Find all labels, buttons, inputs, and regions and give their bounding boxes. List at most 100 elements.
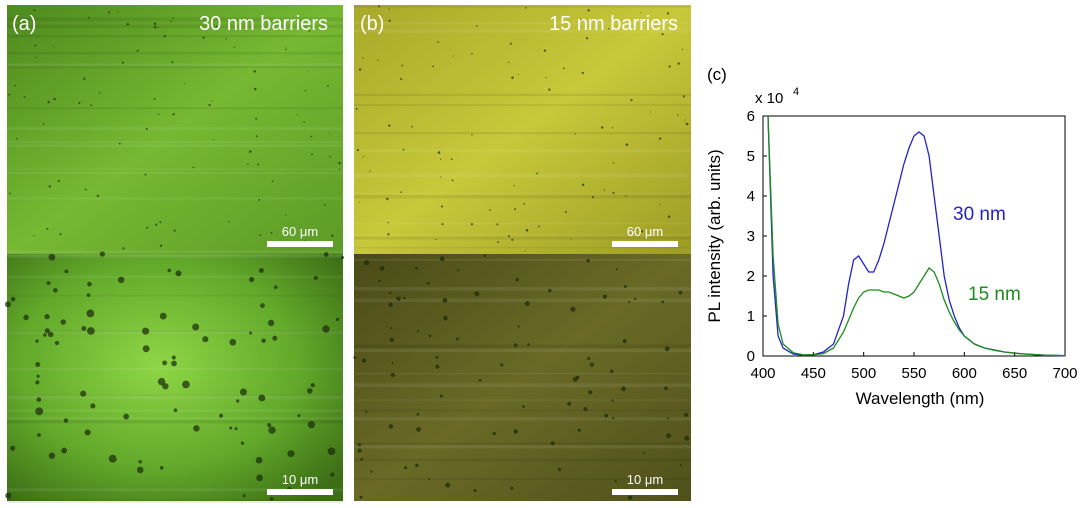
stripe bbox=[7, 127, 343, 130]
defect bbox=[432, 66, 434, 68]
defect bbox=[630, 99, 632, 101]
stripe bbox=[354, 373, 691, 374]
defect bbox=[324, 204, 326, 206]
defect bbox=[228, 221, 229, 222]
defect bbox=[81, 326, 86, 331]
stripe bbox=[354, 247, 691, 248]
defect bbox=[162, 360, 167, 365]
defect bbox=[78, 102, 80, 104]
defect bbox=[258, 199, 260, 201]
defect bbox=[378, 280, 381, 283]
stripe bbox=[7, 255, 343, 258]
defect bbox=[90, 403, 95, 408]
defect bbox=[341, 256, 344, 259]
x-axis-label: Wavelength (nm) bbox=[856, 389, 985, 408]
defect bbox=[563, 68, 565, 70]
defect bbox=[159, 221, 161, 223]
defect bbox=[623, 339, 627, 343]
defect bbox=[174, 408, 178, 412]
defect bbox=[160, 466, 164, 470]
stripe bbox=[7, 295, 343, 296]
defect bbox=[37, 375, 40, 378]
defect bbox=[360, 458, 363, 461]
defect bbox=[416, 427, 421, 432]
defect bbox=[659, 137, 661, 139]
defect bbox=[85, 429, 91, 435]
scale-bar-label: 60 μm bbox=[282, 224, 318, 239]
line bbox=[768, 116, 1065, 356]
defect bbox=[403, 149, 405, 151]
defect bbox=[510, 43, 512, 45]
defect bbox=[356, 108, 358, 110]
defect bbox=[612, 417, 614, 419]
defect bbox=[369, 171, 370, 172]
defect bbox=[428, 478, 430, 480]
y-tick-label: 5 bbox=[747, 148, 755, 165]
defect bbox=[615, 480, 617, 482]
defect bbox=[127, 23, 129, 25]
stripe bbox=[354, 459, 691, 462]
defect bbox=[592, 196, 594, 198]
defect bbox=[588, 390, 592, 394]
scale-bar bbox=[612, 489, 678, 495]
defect bbox=[49, 185, 51, 187]
defect bbox=[100, 251, 105, 256]
stripe bbox=[354, 399, 691, 400]
y-multiplier-exponent: 4 bbox=[793, 86, 799, 98]
y-tick-label: 2 bbox=[747, 268, 755, 285]
stripe bbox=[354, 104, 691, 106]
defect bbox=[514, 343, 518, 347]
stripe bbox=[7, 276, 343, 278]
defect bbox=[590, 362, 594, 366]
defect bbox=[476, 25, 478, 27]
stripe bbox=[354, 443, 691, 445]
defect bbox=[452, 180, 454, 182]
defect bbox=[171, 61, 173, 63]
defect bbox=[9, 192, 11, 194]
defect bbox=[108, 11, 110, 13]
defect bbox=[55, 341, 59, 345]
defect bbox=[389, 292, 391, 294]
stripe bbox=[354, 287, 691, 291]
defect bbox=[35, 45, 37, 47]
defect bbox=[353, 356, 356, 359]
x-tick-label: 650 bbox=[1002, 365, 1027, 382]
defect bbox=[256, 135, 258, 137]
defect bbox=[271, 232, 273, 234]
stripe bbox=[354, 445, 691, 448]
defect bbox=[80, 391, 86, 397]
defect bbox=[311, 383, 315, 387]
defect bbox=[625, 195, 626, 196]
defect bbox=[548, 289, 552, 293]
line bbox=[768, 116, 1065, 356]
x-tick-label: 700 bbox=[1052, 365, 1077, 382]
defect bbox=[174, 230, 176, 232]
defect bbox=[545, 77, 546, 78]
defect bbox=[44, 314, 49, 319]
stripe bbox=[7, 368, 343, 369]
defect bbox=[496, 223, 498, 225]
stripe bbox=[7, 197, 343, 199]
defect bbox=[683, 95, 685, 97]
defect bbox=[193, 167, 195, 169]
defect bbox=[307, 388, 313, 394]
defect bbox=[285, 49, 287, 51]
defect bbox=[138, 460, 141, 463]
defect bbox=[565, 211, 567, 213]
defect bbox=[142, 328, 149, 335]
defect bbox=[634, 298, 636, 300]
defect bbox=[401, 65, 403, 67]
defect bbox=[604, 414, 608, 418]
defect bbox=[679, 291, 683, 295]
defect bbox=[172, 17, 173, 18]
defect bbox=[364, 260, 369, 265]
defect bbox=[49, 453, 55, 459]
defect bbox=[274, 285, 278, 289]
defect bbox=[324, 252, 329, 257]
defect bbox=[182, 381, 190, 389]
stripe bbox=[7, 52, 343, 54]
series-label: 30 nm bbox=[953, 204, 1006, 225]
defect bbox=[603, 295, 607, 299]
defect bbox=[471, 53, 472, 54]
defect bbox=[456, 338, 459, 341]
